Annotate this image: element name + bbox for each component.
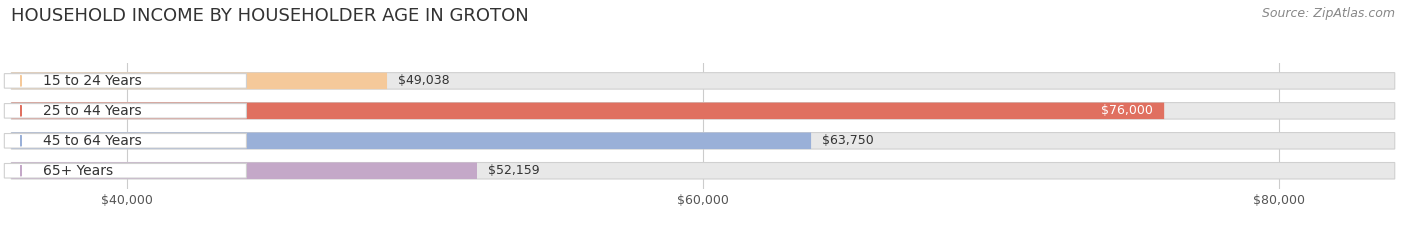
FancyBboxPatch shape [11,103,1395,119]
Text: 25 to 44 Years: 25 to 44 Years [44,104,142,118]
FancyBboxPatch shape [4,104,246,118]
Text: $76,000: $76,000 [1101,104,1153,117]
FancyBboxPatch shape [11,133,1395,149]
FancyBboxPatch shape [11,73,1395,89]
Text: 45 to 64 Years: 45 to 64 Years [44,134,142,148]
FancyBboxPatch shape [11,103,1164,119]
Text: Source: ZipAtlas.com: Source: ZipAtlas.com [1261,7,1395,20]
Text: $49,038: $49,038 [398,74,450,87]
FancyBboxPatch shape [4,134,246,148]
Text: $63,750: $63,750 [823,134,875,147]
Text: 65+ Years: 65+ Years [44,164,114,178]
Text: 15 to 24 Years: 15 to 24 Years [44,74,142,88]
FancyBboxPatch shape [4,164,246,178]
FancyBboxPatch shape [11,133,811,149]
FancyBboxPatch shape [11,163,1395,179]
Text: $52,159: $52,159 [488,164,540,177]
Text: HOUSEHOLD INCOME BY HOUSEHOLDER AGE IN GROTON: HOUSEHOLD INCOME BY HOUSEHOLDER AGE IN G… [11,7,529,25]
FancyBboxPatch shape [4,74,246,88]
FancyBboxPatch shape [11,73,387,89]
FancyBboxPatch shape [11,163,477,179]
